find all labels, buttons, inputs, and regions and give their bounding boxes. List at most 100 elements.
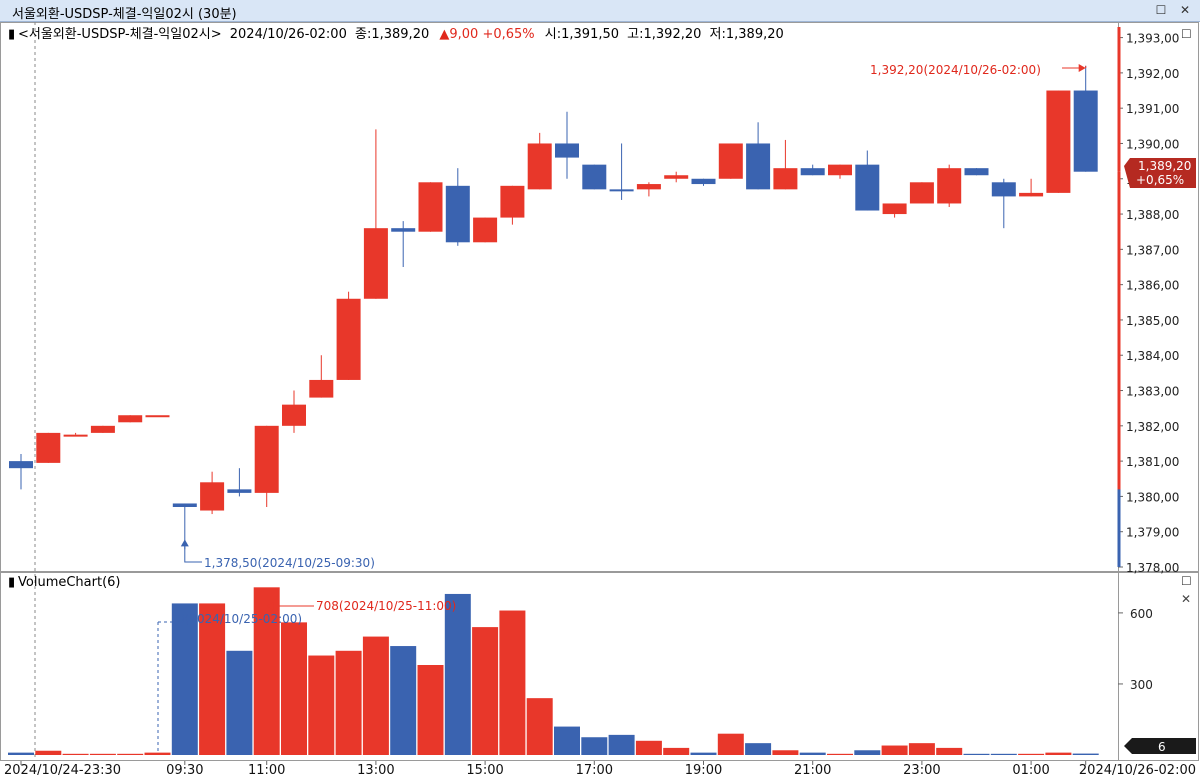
volume-bar[interactable] — [281, 622, 307, 755]
candle[interactable] — [555, 143, 579, 158]
candle[interactable] — [418, 182, 443, 232]
candle[interactable] — [964, 168, 989, 176]
window-title: 서울외환-USDSP-체결-익일02시 (30분) — [12, 7, 237, 22]
volume-bar[interactable] — [89, 753, 116, 755]
volume-bar[interactable] — [253, 587, 280, 755]
candle[interactable] — [172, 503, 197, 507]
candle[interactable] — [473, 217, 498, 243]
volume-panel-maximize-icon[interactable]: ☐ — [1181, 574, 1192, 588]
candle[interactable] — [1073, 90, 1098, 172]
candle[interactable] — [828, 164, 852, 176]
candle[interactable] — [309, 379, 334, 398]
volume-bar[interactable] — [62, 753, 89, 755]
volume-bar[interactable] — [8, 752, 34, 755]
volume-bar[interactable] — [581, 737, 608, 755]
candle[interactable] — [582, 164, 607, 190]
candle[interactable] — [636, 184, 661, 190]
candle[interactable] — [500, 185, 525, 218]
close-icon[interactable]: ✕ — [1179, 3, 1191, 17]
candle[interactable] — [9, 461, 33, 469]
candle[interactable] — [909, 182, 934, 204]
volume-bar[interactable] — [226, 650, 253, 755]
candle[interactable] — [1046, 90, 1071, 193]
price-panel-maximize-icon[interactable]: ☐ — [1181, 27, 1192, 41]
volume-bar[interactable] — [745, 743, 772, 755]
candle[interactable] — [36, 432, 61, 463]
price-y-tick-label: 1,381,00 — [1126, 455, 1179, 469]
price-low: 저:1,389,20 — [710, 27, 784, 42]
volume-bar[interactable] — [827, 753, 853, 755]
price-badge — [1124, 158, 1196, 188]
candle[interactable] — [664, 175, 689, 179]
volume-bar[interactable] — [1045, 752, 1072, 755]
volume-panel-close-icon[interactable]: ✕ — [1181, 592, 1191, 606]
candle[interactable] — [363, 228, 388, 299]
candle[interactable] — [227, 489, 252, 493]
volume-bar[interactable] — [772, 750, 799, 755]
candle[interactable] — [145, 415, 170, 418]
chart-canvas[interactable]: 1,378,00 1,379,00 1,380,00 1,381,00 1,382,00… — [0, 22, 1200, 784]
volume-bar[interactable] — [526, 698, 553, 755]
candle[interactable] — [200, 482, 225, 511]
volume-bar[interactable] — [390, 646, 417, 755]
x-tick-label: 23:00 — [903, 763, 940, 778]
volume-bar[interactable] — [335, 650, 362, 755]
x-tick-label: 09:30 — [166, 763, 203, 778]
candle[interactable] — [90, 425, 115, 433]
candle[interactable] — [391, 228, 416, 232]
candle[interactable] — [773, 168, 798, 190]
volume-bar[interactable] — [554, 726, 580, 755]
volume-bar[interactable] — [908, 743, 935, 755]
price-panel-frame — [0, 22, 1199, 572]
volume-bar[interactable] — [35, 750, 62, 755]
volume-bar[interactable] — [1018, 753, 1045, 755]
volume-series-label: VolumeChart(6) — [18, 575, 121, 590]
price-y-tick-label: 1,387,00 — [1126, 243, 1179, 257]
candle[interactable] — [937, 168, 962, 204]
volume-bar[interactable] — [854, 750, 881, 755]
volume-bar[interactable] — [308, 655, 335, 755]
candle[interactable] — [254, 425, 279, 493]
volume-bar[interactable] — [417, 665, 444, 755]
window-titlebar: 서울외환-USDSP-체결-익일02시 (30분) ☐ ✕ — [0, 0, 1200, 22]
candle[interactable] — [882, 203, 907, 215]
candle[interactable] — [609, 189, 634, 192]
volume-bar[interactable] — [963, 753, 990, 755]
volume-bar[interactable] — [444, 593, 471, 755]
volume-bar[interactable] — [717, 733, 744, 755]
volume-bar[interactable] — [199, 603, 226, 755]
candle[interactable] — [855, 164, 880, 211]
candle[interactable] — [1019, 192, 1044, 197]
volume-bar[interactable] — [990, 753, 1017, 755]
volume-bar[interactable] — [608, 734, 635, 755]
volume-bar[interactable] — [171, 603, 198, 755]
candle[interactable] — [527, 143, 552, 190]
volume-bar[interactable] — [690, 752, 717, 755]
volume-bar[interactable] — [881, 745, 908, 755]
candle[interactable] — [336, 298, 361, 380]
volume-bar[interactable] — [936, 747, 963, 755]
volume-bar[interactable] — [799, 752, 826, 755]
price-panel-marker: ▮ — [8, 27, 15, 42]
volume-bar[interactable] — [499, 610, 526, 755]
candle[interactable] — [991, 182, 1016, 197]
volume-bar[interactable] — [635, 740, 662, 755]
volume-panel-frame — [0, 572, 1199, 761]
candle[interactable] — [718, 143, 743, 179]
candle[interactable] — [282, 404, 306, 426]
volume-bar[interactable] — [1072, 753, 1099, 755]
candle[interactable] — [445, 185, 470, 243]
volume-bar[interactable] — [144, 752, 171, 755]
price-y-tick-label: 1,379,00 — [1126, 526, 1179, 540]
restore-icon[interactable]: ☐ — [1155, 3, 1167, 17]
candle[interactable] — [746, 143, 771, 190]
volume-bar[interactable] — [663, 747, 690, 755]
volume-bar[interactable] — [472, 627, 499, 755]
candle[interactable] — [800, 168, 825, 176]
volume-bar[interactable] — [362, 636, 389, 755]
candle[interactable] — [118, 415, 143, 423]
x-tick-label: 2024/10/26-02:00 — [1079, 763, 1196, 778]
candle[interactable] — [691, 178, 716, 185]
volume-bar[interactable] — [117, 753, 144, 755]
candle[interactable] — [63, 434, 88, 437]
